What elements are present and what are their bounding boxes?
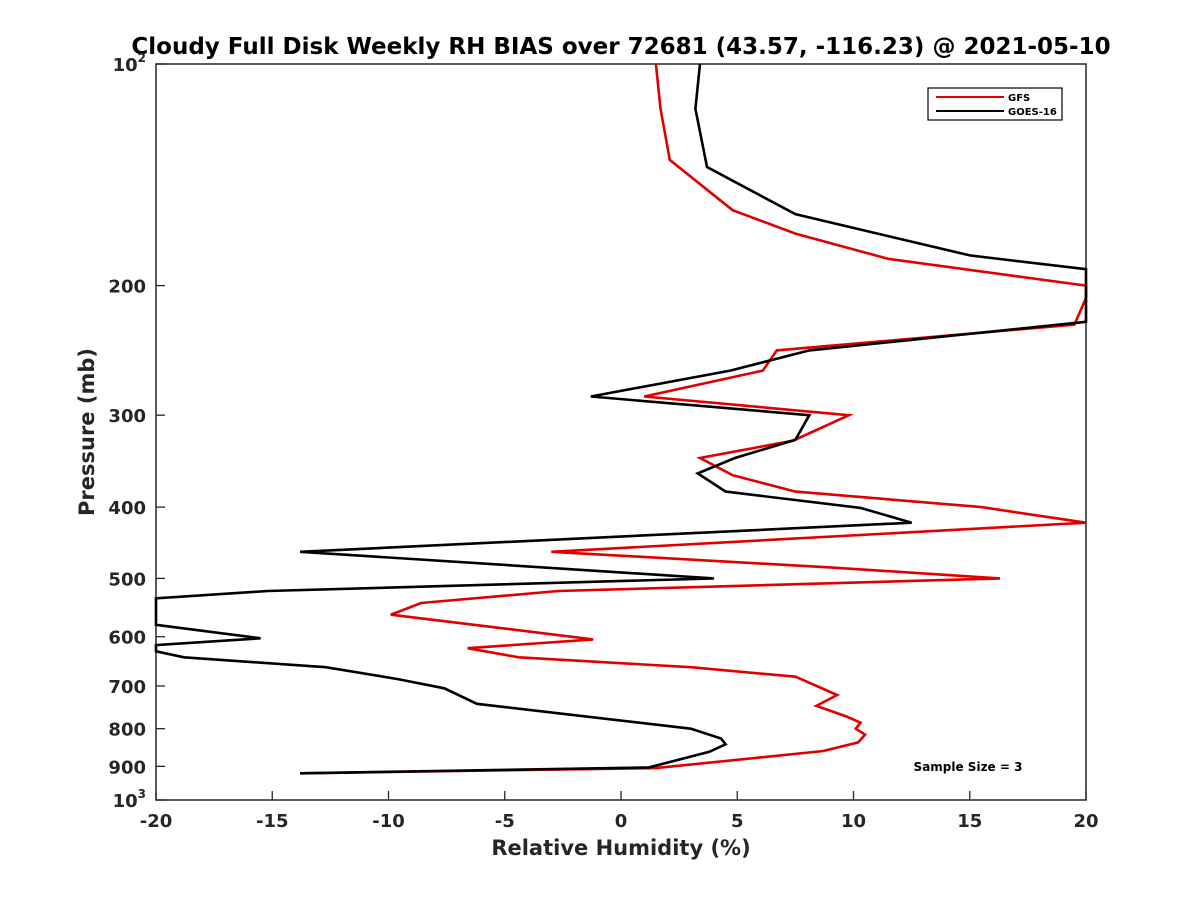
sample-size-annotation: Sample Size = 3 <box>914 760 1023 774</box>
x-axis-label: Relative Humidity (%) <box>491 836 750 860</box>
y-tick-label: 300 <box>108 406 146 427</box>
x-tick-label: 15 <box>957 811 982 832</box>
x-tick-label: -15 <box>256 811 289 832</box>
y-tick-label: 700 <box>108 677 146 698</box>
y-tick-label: 500 <box>108 569 146 590</box>
legend-box <box>927 87 1063 121</box>
chart-title: Cloudy Full Disk Weekly RH BIAS over 726… <box>131 34 1110 60</box>
x-tick-label: 0 <box>615 811 628 832</box>
y-tick-label: 600 <box>108 628 146 649</box>
series-line-goes16 <box>154 63 1088 775</box>
legend-label-gfs: GFS <box>1008 93 1030 104</box>
y-tick-label: 900 <box>108 757 146 778</box>
y-tick-label: 800 <box>108 720 146 741</box>
series-layer <box>154 63 1088 775</box>
x-tick-label: -20 <box>140 811 173 832</box>
x-tick-label: 5 <box>731 811 744 832</box>
legend: GFS GOES-16 <box>927 87 1063 121</box>
ticks-layer: -20 -15 -10 -5 0 5 10 15 20 102 200 300 400 500 600 700… <box>108 51 1098 832</box>
legend-label-goes16: GOES-16 <box>1008 107 1057 118</box>
x-tick-label: 10 <box>841 811 866 832</box>
x-tick-label: 20 <box>1073 811 1098 832</box>
x-tick-label: -10 <box>372 811 405 832</box>
x-tick-label: -5 <box>495 811 515 832</box>
y-tick-label: 200 <box>108 277 146 298</box>
y-axis-label: Pressure (mb) <box>75 348 99 516</box>
y-tick-label: 102 <box>113 51 146 76</box>
y-tick-label: 103 <box>113 787 146 812</box>
y-tick-label: 400 <box>108 498 146 519</box>
